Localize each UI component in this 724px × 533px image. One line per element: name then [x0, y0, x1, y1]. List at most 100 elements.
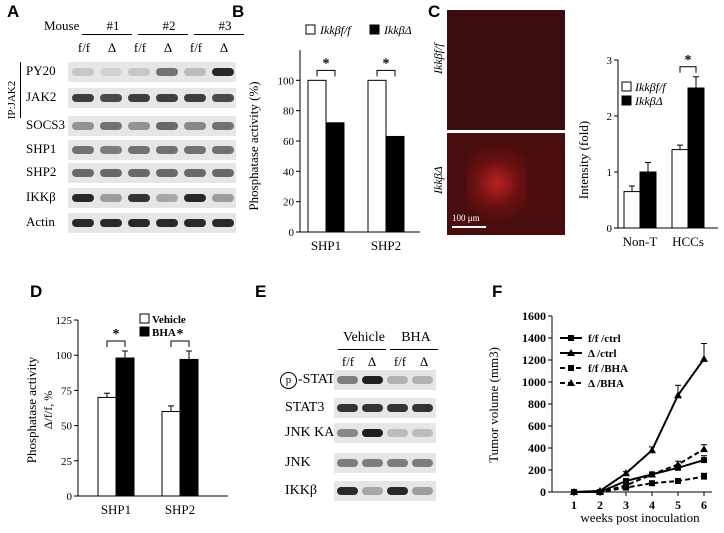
ip-label-wrap: IP:JAK2 — [4, 60, 18, 140]
y-tick-label: 100 — [56, 350, 73, 362]
y-tick-label: 75 — [61, 385, 73, 397]
blot-band — [184, 219, 206, 227]
blot-band — [387, 459, 408, 467]
y-axis-label: Intensity (fold) — [576, 121, 591, 199]
lane-label: Δ — [107, 40, 117, 55]
data-point — [648, 446, 656, 454]
blot-label-5: IKKβ — [26, 189, 56, 204]
blot-strip — [68, 116, 236, 136]
blot-label-0: PY20 — [26, 63, 56, 78]
x-axis-label: weeks post inoculation — [580, 510, 700, 525]
blot-strip — [68, 140, 236, 160]
y-tick-label: 1 — [607, 167, 613, 179]
mouse-id-3: #3 — [218, 18, 232, 33]
blot-band — [387, 429, 408, 437]
category-label: SHP2 — [371, 238, 401, 253]
y-axis-label-2: Δ/f/f, % — [41, 391, 55, 429]
micrograph-label-delta: IkkβΔ — [431, 166, 445, 194]
blot-band — [184, 68, 206, 76]
blot-label-3: JNK — [285, 455, 311, 470]
bar — [639, 171, 657, 229]
bar — [687, 87, 705, 229]
series-line — [574, 459, 705, 493]
panel-f-letter: F — [492, 282, 503, 301]
blot-band — [362, 404, 383, 412]
category-label: SHP2 — [165, 502, 195, 517]
legend-label-ff: Ikkβf/f — [319, 23, 352, 37]
data-point — [675, 464, 681, 471]
panel-c-chart: 0 1 2 3 Non-T HCCs * Intensity (fold) Ikkβf/fIkk… — [576, 53, 718, 249]
blot-band — [100, 219, 122, 227]
blot-band — [184, 194, 206, 202]
blot-band — [212, 219, 234, 227]
panel-d-letter: D — [30, 282, 43, 301]
legend-label: f/f /BHA — [588, 363, 628, 375]
y-tick-label: 1400 — [522, 331, 546, 345]
legend-swatch-ff — [305, 24, 316, 35]
x-tick-label: 1 — [571, 498, 577, 512]
blot-label-0: -STAT3 — [298, 372, 342, 387]
significance-bracket — [106, 340, 126, 347]
blot-band — [412, 459, 433, 467]
x-tick-label: 4 — [649, 498, 655, 512]
significance-bracket — [679, 66, 697, 73]
blot-strip — [68, 62, 236, 82]
blot-band — [128, 122, 150, 130]
bar — [115, 357, 135, 497]
legend-swatch-delta — [369, 24, 380, 35]
significance-star: * — [177, 327, 184, 342]
bar — [671, 149, 689, 229]
legend-label-bha: BHA — [152, 327, 176, 339]
data-point — [675, 478, 681, 484]
blot-band — [72, 219, 94, 227]
blot-strip — [334, 481, 436, 501]
mouse-label: Mouse — [44, 18, 80, 33]
legend-swatch-delta — [621, 95, 632, 106]
legend-label-delta: IkkβΔ — [383, 23, 412, 37]
micrograph-label-ff: Ikkβf/f — [431, 43, 445, 74]
y-tick-label: 25 — [61, 456, 73, 468]
y-tick-label: 2 — [607, 111, 613, 123]
bar — [97, 396, 117, 497]
significance-bracket — [316, 69, 336, 77]
blot-band — [156, 219, 178, 227]
y-tick-label: 200 — [528, 463, 546, 477]
data-point — [567, 349, 575, 356]
y-tick-label: 3 — [607, 55, 613, 67]
bar — [385, 135, 405, 233]
blot-label-1: JAK2 — [26, 89, 57, 104]
blot-strip — [334, 453, 436, 473]
blot-band — [184, 94, 206, 102]
blot-band — [128, 194, 150, 202]
blot-strip — [334, 370, 436, 390]
bar — [325, 122, 345, 233]
blot-band — [100, 68, 122, 76]
blot-label-4: SHP2 — [26, 164, 57, 179]
blot-band — [212, 68, 234, 76]
lane-label: Δ — [219, 40, 229, 55]
blot-band — [156, 169, 178, 177]
legend-swatch-ff — [621, 81, 632, 92]
y-tick-label: 0 — [607, 223, 613, 235]
x-tick-label: 5 — [675, 498, 681, 512]
blot-strip — [334, 423, 436, 443]
bar — [307, 79, 327, 233]
y-axis-label: Phosphatase activity (%) — [246, 81, 261, 210]
bar — [367, 79, 387, 233]
y-tick-label: 100 — [278, 75, 295, 87]
bar — [161, 411, 181, 497]
blot-band — [72, 169, 94, 177]
blot-band — [362, 429, 383, 437]
data-point — [701, 457, 707, 464]
blot-band — [387, 404, 408, 412]
mouse-id-1: #1 — [106, 18, 120, 33]
micrograph-ff — [447, 10, 565, 130]
x-tick-label: 6 — [701, 498, 707, 512]
stain-signal — [467, 143, 527, 223]
y-tick-label: 800 — [528, 397, 546, 411]
blot-band — [72, 94, 94, 102]
blot-band — [362, 376, 383, 384]
data-point — [567, 379, 575, 386]
blot-strip — [68, 163, 236, 183]
blot-band — [128, 94, 150, 102]
